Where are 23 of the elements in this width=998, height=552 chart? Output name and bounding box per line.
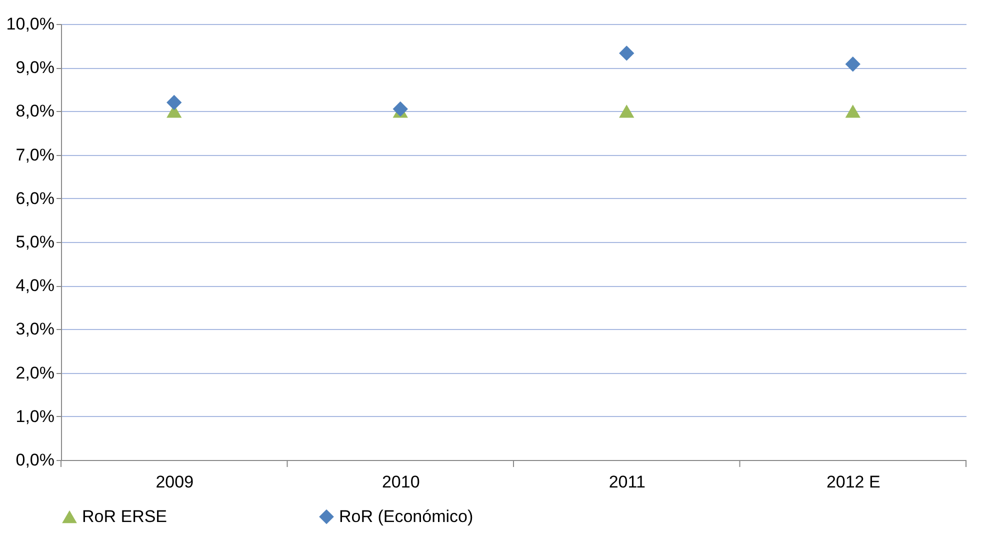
y-tick-label: 6,0%	[16, 188, 54, 208]
y-tick-label: 4,0%	[16, 276, 54, 296]
point	[845, 104, 860, 118]
y-tick-label: 2,0%	[16, 363, 54, 382]
legend-label: RoR (Económico)	[339, 506, 474, 526]
point	[166, 94, 182, 110]
x-tick-label: 2012 E	[826, 472, 880, 492]
y-tick-label: 3,0%	[16, 320, 54, 339]
y-tick-label: 7,0%	[16, 145, 54, 164]
y-tick-label: 10,0%	[6, 14, 54, 34]
x-tick-label: 2010	[382, 472, 420, 492]
point	[619, 104, 634, 118]
y-tick-label: 5,0%	[16, 232, 54, 252]
y-tick-label: 9,0%	[16, 58, 54, 78]
y-tick-label: 8,0%	[16, 102, 54, 121]
y-tick-label: 1,0%	[16, 406, 54, 426]
point	[619, 46, 634, 61]
y-tick-label: 0,0%	[16, 450, 54, 470]
legend-label: RoR ERSE	[82, 506, 168, 526]
x-tick-label: 2011	[608, 472, 646, 492]
point	[392, 101, 408, 117]
point	[845, 56, 860, 72]
x-tick-label: 2009	[156, 472, 194, 492]
